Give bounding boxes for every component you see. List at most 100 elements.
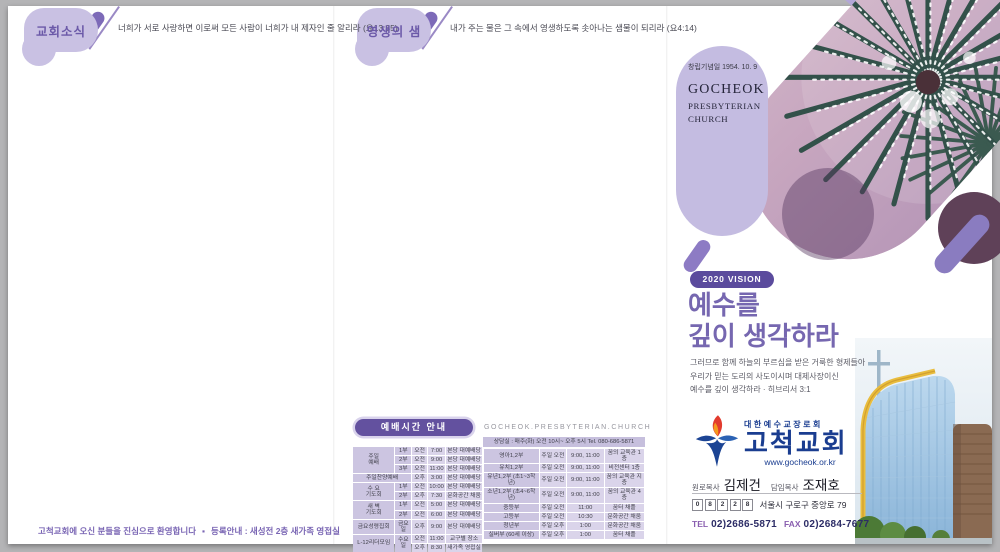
- table-row: L-12리더모임 수요일 오전 11:00 교구별 장소: [353, 534, 482, 552]
- verse-line2: 우리가 믿는 도리의 사도이시며 대제사장이신: [690, 371, 839, 381]
- table-row: 소년1,2부 (초4~6학년) 주일 오전 9:00, 11:00 꿈의 교육관…: [484, 488, 644, 503]
- cell-time: 7:00: [428, 447, 446, 456]
- cell-place: 본당 대예배당: [446, 483, 482, 492]
- address-divider: [692, 493, 862, 494]
- cell-place: 문화공간 채움: [604, 512, 644, 521]
- cell-time: 9:00, 11:00: [567, 473, 604, 488]
- church-name-kr: 고척교회: [744, 428, 848, 458]
- table-row: 주일 예배 1부 오전 7:00 본당 대예배당: [353, 447, 482, 474]
- left-header-blob: [22, 8, 98, 66]
- table-row: 수 요 기도회 1부 오전 10:00 본당 대예배당: [353, 483, 482, 501]
- table-row: 실버부 (60세 이상) 주일 오후 1:00 꿈터 채플: [484, 530, 644, 539]
- website-url: www.gocheok.or.kr: [764, 457, 836, 468]
- cell-ampm: 오후: [412, 492, 428, 501]
- cell-sub: 2부: [395, 510, 412, 519]
- cell-place: 본당 대예배당: [446, 456, 482, 465]
- street-address: 서울시 구로구 중앙로 79: [759, 500, 847, 510]
- cell-ampm: 오전: [412, 483, 428, 492]
- cell-day: 주일 오전: [539, 449, 567, 464]
- postal-digit: 0: [692, 499, 703, 511]
- bullet-icon: ▪: [202, 526, 206, 536]
- table-row: 유치1,2부 주일 오전 9:00, 11:00 비전센터 1층: [484, 464, 644, 473]
- cell-ampm: 오후: [412, 519, 428, 534]
- left-header-verse: 너희가 서로 사랑하면 이로써 모든 사람이 너희가 내 제자인 줄 알리라 (…: [118, 23, 398, 33]
- address-line: 0 8 2 2 8 서울시 구로구 중앙로 79: [692, 499, 846, 511]
- cell-time: 9:00: [428, 519, 446, 534]
- fold-line-left: [333, 6, 335, 544]
- church-name-en-line2: PRESBYTERIAN: [688, 101, 761, 111]
- table-row: 2부 오전 9:00 본당 대예배당: [353, 456, 482, 465]
- cell-dept: 고등부: [484, 512, 539, 521]
- cell-dept: 실버부 (60세 이상): [484, 530, 539, 539]
- cell-place: 본당 대예배당: [446, 474, 482, 483]
- photo-dark-circle-overlay: [782, 168, 874, 260]
- cell-time: 11:00: [428, 465, 446, 474]
- cell-day: 주일 오전: [539, 473, 567, 488]
- church-name-en: GOCHEOK PRESBYTERIAN CHURCH: [688, 82, 765, 124]
- tel-label: TEL: [692, 519, 709, 529]
- cell-place: 꿈의 교육관 지층: [604, 473, 644, 488]
- pastor-senior-label: 담임목사: [770, 483, 799, 492]
- fax-number: 02)2684-7677: [803, 519, 870, 530]
- cell-time: 9:00, 11:00: [567, 449, 604, 464]
- cell-dept: 영아1,2부: [484, 449, 539, 464]
- cell-time: 9:00: [428, 456, 446, 465]
- cell-ampm: 오후: [412, 474, 428, 483]
- cell-group: 새 벽 기도회: [353, 501, 395, 519]
- cover-main-title: 예수를 깊이 생각하라: [688, 290, 839, 351]
- cell-time: 1:00: [567, 530, 604, 539]
- departments-table: 영아1,2부 주일 오전 9:00, 11:00 꿈의 교육관 1층 유치1,2…: [483, 448, 645, 540]
- cell-place: 문화공간 채움: [446, 492, 482, 501]
- postal-digit: 2: [717, 499, 728, 511]
- cell-sub: 1부: [395, 447, 412, 456]
- cell-place: 본당 대예배당: [446, 519, 482, 534]
- verse-line3: 예수를 깊이 생각하라 · 히브리서 3:1: [690, 385, 811, 395]
- title-line1: 예수를: [688, 290, 760, 320]
- cell-sub: 금요일: [395, 519, 412, 534]
- cell-time: 11:00: [567, 503, 604, 512]
- verse-line1: 그러므로 함께 하늘의 부르심을 받은 거룩한 형제들아: [690, 358, 866, 367]
- left-panel-title: 교회소식: [35, 25, 86, 39]
- cell-time: 10:00: [428, 483, 446, 492]
- cell-day: 주일 오후: [539, 530, 567, 539]
- cell-dept: 소년1,2부 (초4~6학년): [484, 488, 539, 503]
- cell-place: 꿈의 교육관 1층: [604, 449, 644, 464]
- church-logo-text: 대한예수교장로회 고척교회 www.gocheok.or.kr: [744, 419, 856, 467]
- fax-label: FAX: [783, 519, 801, 529]
- founding-date: 창립기념일 1954. 10. 9: [688, 64, 758, 71]
- pastors-line: 원로목사 김제건 담임목사 조재호: [692, 474, 850, 495]
- cell-place: 본당 대예배당: [446, 510, 482, 519]
- pastor-emeritus-label: 원로목사: [692, 483, 720, 492]
- table-row: 새 벽 기도회 1부 오전 5:00 본당 대예배당: [353, 501, 482, 519]
- cell-sub: 2부: [395, 456, 412, 465]
- worship-times-badge: 예배시간 안내: [355, 419, 473, 436]
- cell-place: 새가족 영접실: [446, 543, 482, 552]
- cell-time: 10:30: [567, 512, 604, 521]
- fold-line-right: [666, 6, 668, 544]
- cell-day: 주일 오전: [539, 503, 567, 512]
- pastor-emeritus-name: 김제건: [723, 478, 761, 493]
- table-row: 유년1,2부 (초1~3학년) 주일 오전 9:00, 11:00 꿈의 교육관…: [484, 473, 644, 488]
- cell-time: 8:30: [428, 543, 446, 552]
- cover-title-blob: [676, 46, 768, 236]
- registration-text: 등록안내 : 새성전 2층 새가족 영접실: [211, 526, 340, 536]
- cell-place: 꿈의 교육관 4층: [604, 488, 644, 503]
- counsel-room-info: 상담실 : 매주(화) 오전 10시~ 오후 5시 Tel. 080-686-5…: [483, 437, 645, 447]
- table-row: 3부 오전 11:00 본당 대예배당: [353, 465, 482, 474]
- table-row: 중등부 주일 오전 11:00 꿈터 채플: [484, 503, 644, 512]
- cell-group: 주일 예배: [353, 447, 395, 474]
- church-name-en-line1: GOCHEOK: [688, 82, 765, 97]
- cell-day: 주일 오전: [539, 512, 567, 521]
- cell-time: 1:00: [567, 521, 604, 530]
- cell-ampm: 오전: [412, 456, 428, 465]
- cell-group: 수 요 기도회: [353, 483, 395, 501]
- middle-panel-title: 영생의 샘: [366, 25, 422, 39]
- cell-day: 주일 오후: [539, 521, 567, 530]
- cell-place: 꿈터 채플: [604, 530, 644, 539]
- cell-day: 주일 오전: [539, 464, 567, 473]
- cell-group: 금요성령집회: [353, 519, 395, 534]
- cell-place: 꿈터 채플: [604, 503, 644, 512]
- cell-group: 주일찬양예배: [353, 474, 412, 483]
- table-row: 금요성령집회 금요일 오후 9:00 본당 대예배당: [353, 519, 482, 534]
